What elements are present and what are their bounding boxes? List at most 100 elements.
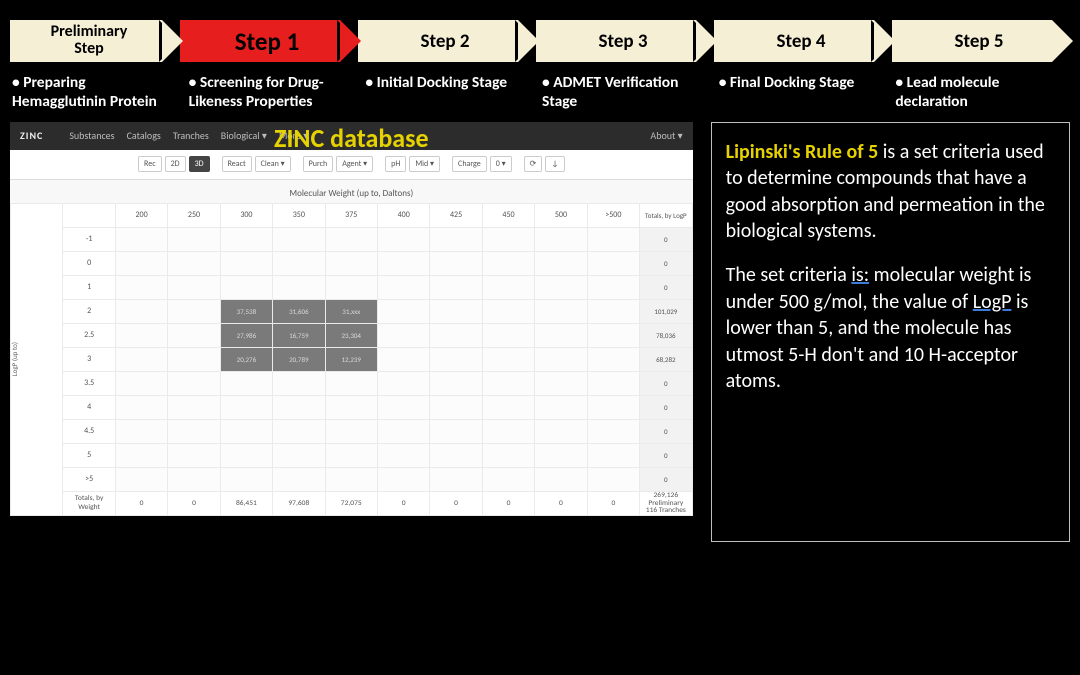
heatmap-cell[interactable] [377,395,429,419]
heatmap-cell[interactable] [115,467,167,491]
heatmap-cell[interactable] [168,299,220,323]
heatmap-cell[interactable] [325,275,377,299]
heatmap-cell[interactable] [587,419,639,443]
toolbar-btn[interactable]: Purch [303,156,334,172]
heatmap-cell[interactable] [377,227,429,251]
heatmap-cell[interactable] [377,275,429,299]
heatmap-cell[interactable] [587,371,639,395]
heatmap-cell[interactable]: 27,986 [220,323,272,347]
heatmap-cell[interactable] [377,419,429,443]
heatmap-cell[interactable] [377,371,429,395]
heatmap-cell[interactable] [535,395,587,419]
heatmap-cell[interactable] [482,275,534,299]
heatmap-cell[interactable] [220,443,272,467]
heatmap-cell[interactable] [482,443,534,467]
heatmap-cell[interactable] [587,467,639,491]
heatmap-cell[interactable] [587,251,639,275]
toolbar-btn[interactable]: 2D [165,156,186,172]
heatmap-cell[interactable]: 23,304 [325,323,377,347]
heatmap-cell[interactable] [325,467,377,491]
heatmap-cell[interactable] [430,395,482,419]
heatmap-cell[interactable] [115,443,167,467]
heatmap-cell[interactable] [587,347,639,371]
heatmap-cell[interactable] [430,371,482,395]
heatmap-cell[interactable] [220,467,272,491]
heatmap-cell[interactable] [377,299,429,323]
toolbar-btn[interactable]: Mid ▾ [409,156,440,172]
toolbar-btn[interactable]: 3D [189,156,210,172]
heatmap-cell[interactable] [430,251,482,275]
step-5[interactable]: Step 5 [892,20,1052,62]
heatmap-cell[interactable] [220,371,272,395]
heatmap-cell[interactable] [430,323,482,347]
heatmap-cell[interactable] [377,347,429,371]
heatmap-cell[interactable] [535,275,587,299]
step-2[interactable]: Step 2 [358,20,518,62]
heatmap-cell[interactable] [430,443,482,467]
heatmap-cell[interactable] [115,419,167,443]
heatmap-cell[interactable] [482,467,534,491]
heatmap-cell[interactable] [535,371,587,395]
toolbar-btn[interactable]: React [222,156,252,172]
heatmap-cell[interactable]: 31,xxx [325,299,377,323]
heatmap-cell[interactable]: 20,789 [273,347,325,371]
step-4[interactable]: Step 4 [714,20,874,62]
heatmap-cell[interactable] [220,395,272,419]
heatmap-cell[interactable] [168,275,220,299]
step-3[interactable]: Step 3 [536,20,696,62]
heatmap-cell[interactable] [535,347,587,371]
heatmap-cell[interactable] [273,275,325,299]
heatmap-cell[interactable] [430,419,482,443]
heatmap-cell[interactable] [535,251,587,275]
heatmap-cell[interactable] [168,467,220,491]
heatmap-cell[interactable] [377,443,429,467]
heatmap-cell[interactable] [325,227,377,251]
heatmap-cell[interactable] [273,395,325,419]
heatmap-cell[interactable] [535,227,587,251]
heatmap-cell[interactable] [430,275,482,299]
heatmap-cell[interactable] [587,323,639,347]
heatmap-cell[interactable] [325,395,377,419]
heatmap-cell[interactable]: 20,276 [220,347,272,371]
heatmap-cell[interactable] [430,299,482,323]
heatmap-cell[interactable] [115,323,167,347]
heatmap-cell[interactable] [535,299,587,323]
heatmap-cell[interactable] [325,251,377,275]
heatmap-cell[interactable] [482,323,534,347]
heatmap-cell[interactable] [482,299,534,323]
heatmap-cell[interactable] [587,227,639,251]
heatmap-cell[interactable] [535,323,587,347]
toolbar-btn[interactable]: ↓ [545,156,564,172]
heatmap-cell[interactable] [168,395,220,419]
heatmap-cell[interactable] [325,371,377,395]
heatmap-cell[interactable] [377,323,429,347]
heatmap-cell[interactable] [168,347,220,371]
toolbar-btn[interactable]: Clean ▾ [255,156,291,172]
heatmap-cell[interactable] [220,251,272,275]
heatmap-cell[interactable] [482,251,534,275]
heatmap-cell[interactable] [482,371,534,395]
heatmap-cell[interactable] [587,275,639,299]
heatmap-cell[interactable] [430,467,482,491]
toolbar-btn[interactable]: ⟳ [524,156,543,172]
heatmap-cell[interactable] [115,395,167,419]
heatmap-cell[interactable] [220,419,272,443]
toolbar-btn[interactable]: pH [385,156,406,172]
heatmap-cell[interactable] [115,227,167,251]
heatmap-cell[interactable] [535,419,587,443]
heatmap-cell[interactable] [273,443,325,467]
heatmap-cell[interactable] [273,419,325,443]
heatmap-cell[interactable] [587,395,639,419]
heatmap-cell[interactable] [535,467,587,491]
heatmap-cell[interactable] [482,347,534,371]
heatmap-cell[interactable] [273,371,325,395]
heatmap-cell[interactable] [273,227,325,251]
heatmap-cell[interactable] [377,251,429,275]
heatmap-cell[interactable] [325,443,377,467]
heatmap-cell[interactable] [535,443,587,467]
heatmap-cell[interactable] [168,419,220,443]
heatmap-cell[interactable]: 16,759 [273,323,325,347]
heatmap-cell[interactable] [168,371,220,395]
heatmap-cell[interactable] [273,251,325,275]
step-1[interactable]: Step 1 [180,20,340,62]
